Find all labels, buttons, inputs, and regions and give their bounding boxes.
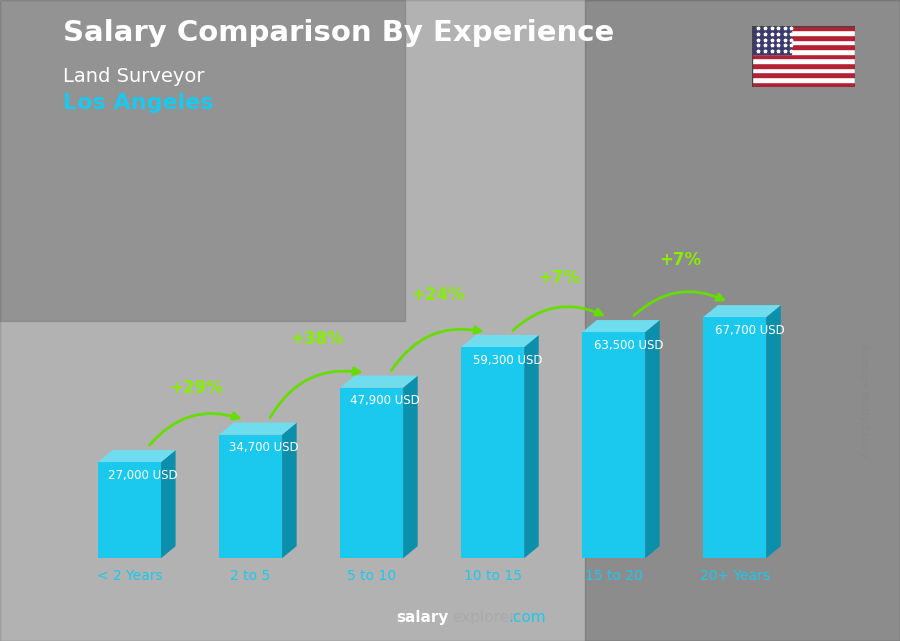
Polygon shape [282,422,297,558]
Polygon shape [98,450,176,462]
Polygon shape [219,435,282,558]
Text: 59,300 USD: 59,300 USD [473,354,543,367]
Text: 10 to 15: 10 to 15 [464,569,522,583]
Text: +7%: +7% [660,251,701,269]
Text: 5 to 10: 5 to 10 [347,569,396,583]
Polygon shape [340,388,403,558]
Text: 63,500 USD: 63,500 USD [594,338,664,352]
Bar [752,49,855,54]
Text: +38%: +38% [291,329,344,347]
Bar [752,82,855,87]
Polygon shape [340,376,418,388]
Text: 20+ Years: 20+ Years [700,569,770,583]
Text: Average Yearly Salary: Average Yearly Salary [859,344,868,457]
Text: +24%: +24% [411,287,465,304]
Bar [585,0,900,641]
Bar [752,26,855,30]
Bar [752,26,791,54]
Polygon shape [582,332,645,558]
Bar [752,44,855,49]
Text: 15 to 20: 15 to 20 [585,569,643,583]
Text: 67,700 USD: 67,700 USD [716,324,785,337]
Polygon shape [524,335,539,558]
Text: Land Surveyor: Land Surveyor [63,67,204,87]
Text: explorer: explorer [452,610,516,625]
Text: < 2 Years: < 2 Years [97,569,162,583]
Polygon shape [98,462,161,558]
Text: +7%: +7% [538,269,580,287]
Bar [0,0,405,320]
Polygon shape [645,320,660,558]
Bar [752,63,855,68]
Polygon shape [219,422,297,435]
Bar [752,35,855,40]
Bar [752,54,855,58]
Polygon shape [582,320,660,332]
Text: Los Angeles: Los Angeles [63,93,213,113]
Polygon shape [766,305,781,558]
Text: +29%: +29% [169,379,223,397]
Polygon shape [703,317,766,558]
Bar [752,77,855,82]
Polygon shape [461,347,524,558]
Polygon shape [461,335,539,347]
Bar [752,58,855,63]
Bar [752,72,855,77]
Text: Salary Comparison By Experience: Salary Comparison By Experience [63,19,614,47]
Bar [752,30,855,35]
Text: 34,700 USD: 34,700 USD [229,441,299,454]
Text: 47,900 USD: 47,900 USD [350,394,419,407]
Bar [752,68,855,72]
Polygon shape [703,305,781,317]
Text: 27,000 USD: 27,000 USD [108,469,177,482]
Text: salary: salary [396,610,448,625]
Polygon shape [161,450,176,558]
Text: .com: .com [508,610,546,625]
Bar [752,40,855,44]
Polygon shape [403,376,418,558]
Text: 2 to 5: 2 to 5 [230,569,271,583]
